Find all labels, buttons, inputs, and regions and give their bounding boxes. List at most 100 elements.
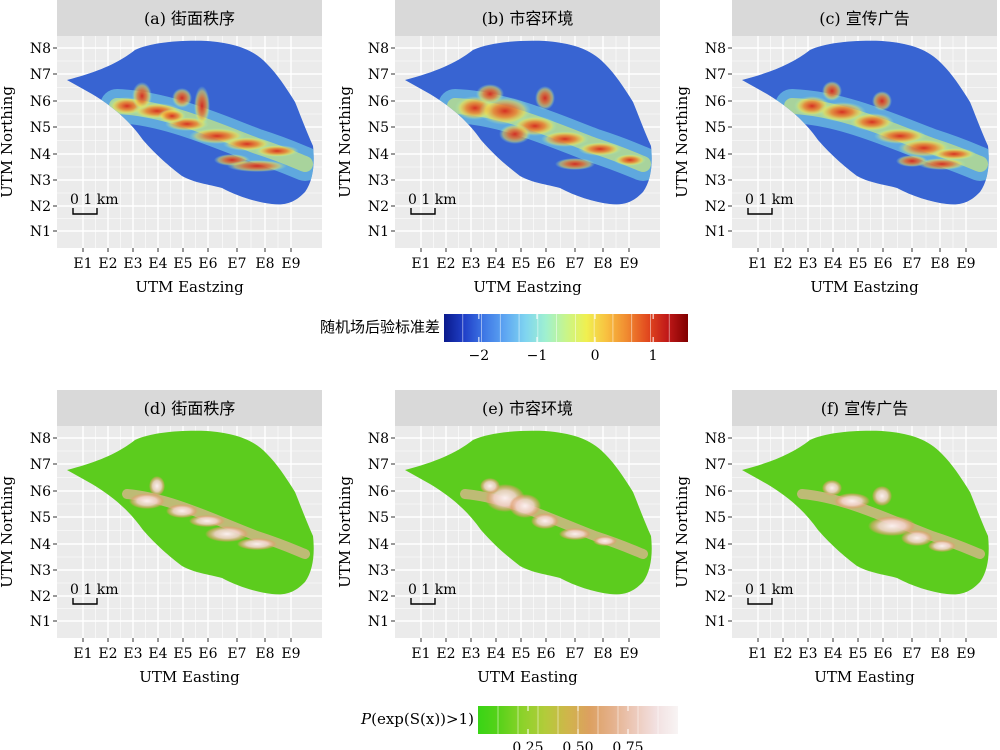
- x-axis: E1 E2 E3 E4 E5 E6 E7 E8 E9: [748, 248, 976, 272]
- x-tick-label: E7: [227, 256, 246, 272]
- x-tick-label: E1: [748, 646, 767, 662]
- x-tick-label: E9: [281, 256, 300, 272]
- y-axis-label: UTM Northing: [0, 476, 16, 588]
- x-tick-label: E8: [255, 646, 274, 662]
- map-panel-c: (c) 宣传广告 0 1 km N8 N7 N6 N5 N4 N3 N2 N1 UTM Northi…: [673, 0, 997, 296]
- y-axis: N8 N7 N6 N5 N4 N3 N2 N1: [30, 431, 57, 630]
- x-tick-label: E8: [930, 256, 949, 272]
- y-tick-label: N2: [30, 199, 51, 215]
- x-tick-label: E6: [198, 256, 217, 272]
- x-tick-label: E3: [123, 256, 142, 272]
- legend-std-colorbar: [444, 314, 688, 342]
- x-axis-label: UTM Easting: [139, 668, 240, 686]
- x-tick-label: E1: [748, 256, 767, 272]
- map-panel-b: (b) 市容环境 0 1 km N8 N7 N6 N5 N4 N3 N2 N1 UTM Northi…: [336, 0, 660, 296]
- y-tick-label: N4: [368, 537, 389, 553]
- scale-bar: 0 1 km: [70, 582, 118, 605]
- x-tick-label: E1: [411, 646, 430, 662]
- x-axis: E1 E2 E3 E4 E5 E6 E7 E8 E9: [748, 638, 976, 662]
- hotspots: [122, 476, 310, 559]
- panel-strip: [395, 390, 660, 426]
- x-tick-label: E7: [902, 646, 921, 662]
- x-axis-label: UTM Eastzing: [473, 278, 582, 296]
- x-tick-label: E6: [873, 646, 892, 662]
- y-tick-label: N4: [30, 537, 51, 553]
- y-tick-label: N4: [705, 147, 726, 163]
- x-tick-label: E3: [123, 646, 142, 662]
- y-tick-label: N8: [705, 41, 726, 57]
- y-tick-label: N7: [705, 67, 726, 83]
- panel-title: (a) 街面秩序: [144, 9, 235, 28]
- y-axis: N8 N7 N6 N5 N4 N3 N2 N1: [30, 41, 57, 240]
- panel-strip: [57, 0, 322, 36]
- y-tick-label: N7: [30, 457, 51, 473]
- x-tick-label: E3: [798, 646, 817, 662]
- scale-bar: 0 1 km: [745, 582, 793, 605]
- y-axis-label: UTM Northing: [0, 86, 16, 198]
- panel-plot: 0 1 km: [395, 426, 660, 638]
- panel-strip: [57, 390, 322, 426]
- study-region: [742, 40, 989, 205]
- x-tick-label: E8: [255, 256, 274, 272]
- scale-bar: 0 1 km: [70, 192, 118, 215]
- legend-probability-title-rest: (exp(S(x))>1): [371, 710, 474, 728]
- y-tick-label: N1: [30, 614, 51, 630]
- x-tick-label: E2: [773, 256, 792, 272]
- y-tick-label: N3: [30, 563, 51, 579]
- y-tick-label: N1: [30, 224, 51, 240]
- scale-bar: 0 1 km: [745, 192, 793, 215]
- map-panel-e: (e) 市容环境 0 1 km N8 N7 N6 N5 N4 N3 N2 N1 UTM Northi…: [336, 390, 660, 686]
- panel-plot: 0 1 km: [395, 36, 660, 248]
- panel-strip: [732, 0, 997, 36]
- panel-title: (c) 宣传广告: [819, 9, 910, 28]
- y-tick-label: N4: [30, 147, 51, 163]
- x-tick-label: E2: [98, 256, 117, 272]
- y-tick-label: N8: [705, 431, 726, 447]
- y-tick-label: N3: [705, 563, 726, 579]
- y-tick-label: N8: [368, 431, 389, 447]
- x-axis-label: UTM Easting: [814, 668, 915, 686]
- scale-bar-label: 0 1 km: [70, 582, 118, 598]
- y-tick-label: N4: [368, 147, 389, 163]
- x-tick-label: E5: [511, 646, 530, 662]
- legend-probability-title: P(exp(S(x))>1): [360, 710, 474, 728]
- legend-probability-tick-label: 0.25: [512, 740, 543, 750]
- scale-bar: 0 1 km: [408, 582, 456, 605]
- study-region: [405, 40, 652, 205]
- y-tick-label: N5: [368, 120, 389, 136]
- study-region: [405, 430, 652, 595]
- y-tick-label: N7: [30, 67, 51, 83]
- panel-title: (b) 市容环境: [482, 9, 574, 28]
- y-tick-label: N8: [368, 41, 389, 57]
- x-tick-label: E9: [619, 646, 638, 662]
- scale-bar-label: 0 1 km: [745, 192, 793, 208]
- y-tick-label: N2: [368, 589, 389, 605]
- y-tick-label: N5: [30, 120, 51, 136]
- x-tick-label: E7: [227, 646, 246, 662]
- x-tick-label: E2: [436, 646, 455, 662]
- x-tick-label: E9: [281, 646, 300, 662]
- scale-bar: 0 1 km: [408, 192, 456, 215]
- legend-std-tick-label: −2: [469, 348, 490, 364]
- y-tick-label: N7: [705, 457, 726, 473]
- y-tick-label: N3: [368, 563, 389, 579]
- legend-probability-tick-label: 0.50: [562, 740, 593, 750]
- x-tick-label: E9: [956, 646, 975, 662]
- y-tick-label: N1: [705, 224, 726, 240]
- study-region: [742, 430, 989, 595]
- x-tick-label: E5: [848, 646, 867, 662]
- legend-std: 随机场后验标准差 −2 −1 0 1: [320, 314, 688, 364]
- y-tick-label: N4: [705, 537, 726, 553]
- legend-std-tick-label: 1: [649, 348, 658, 364]
- scale-bar-label: 0 1 km: [408, 192, 456, 208]
- y-axis-label: UTM Northing: [673, 86, 691, 198]
- x-axis-label: UTM Eastzing: [810, 278, 919, 296]
- panel-strip: [395, 0, 660, 36]
- y-tick-label: N6: [368, 94, 389, 110]
- x-tick-label: E5: [511, 256, 530, 272]
- panel-plot: 0 1 km: [732, 36, 997, 248]
- x-axis-label: UTM Easting: [477, 668, 578, 686]
- hotspots: [405, 40, 652, 205]
- y-tick-label: N5: [368, 510, 389, 526]
